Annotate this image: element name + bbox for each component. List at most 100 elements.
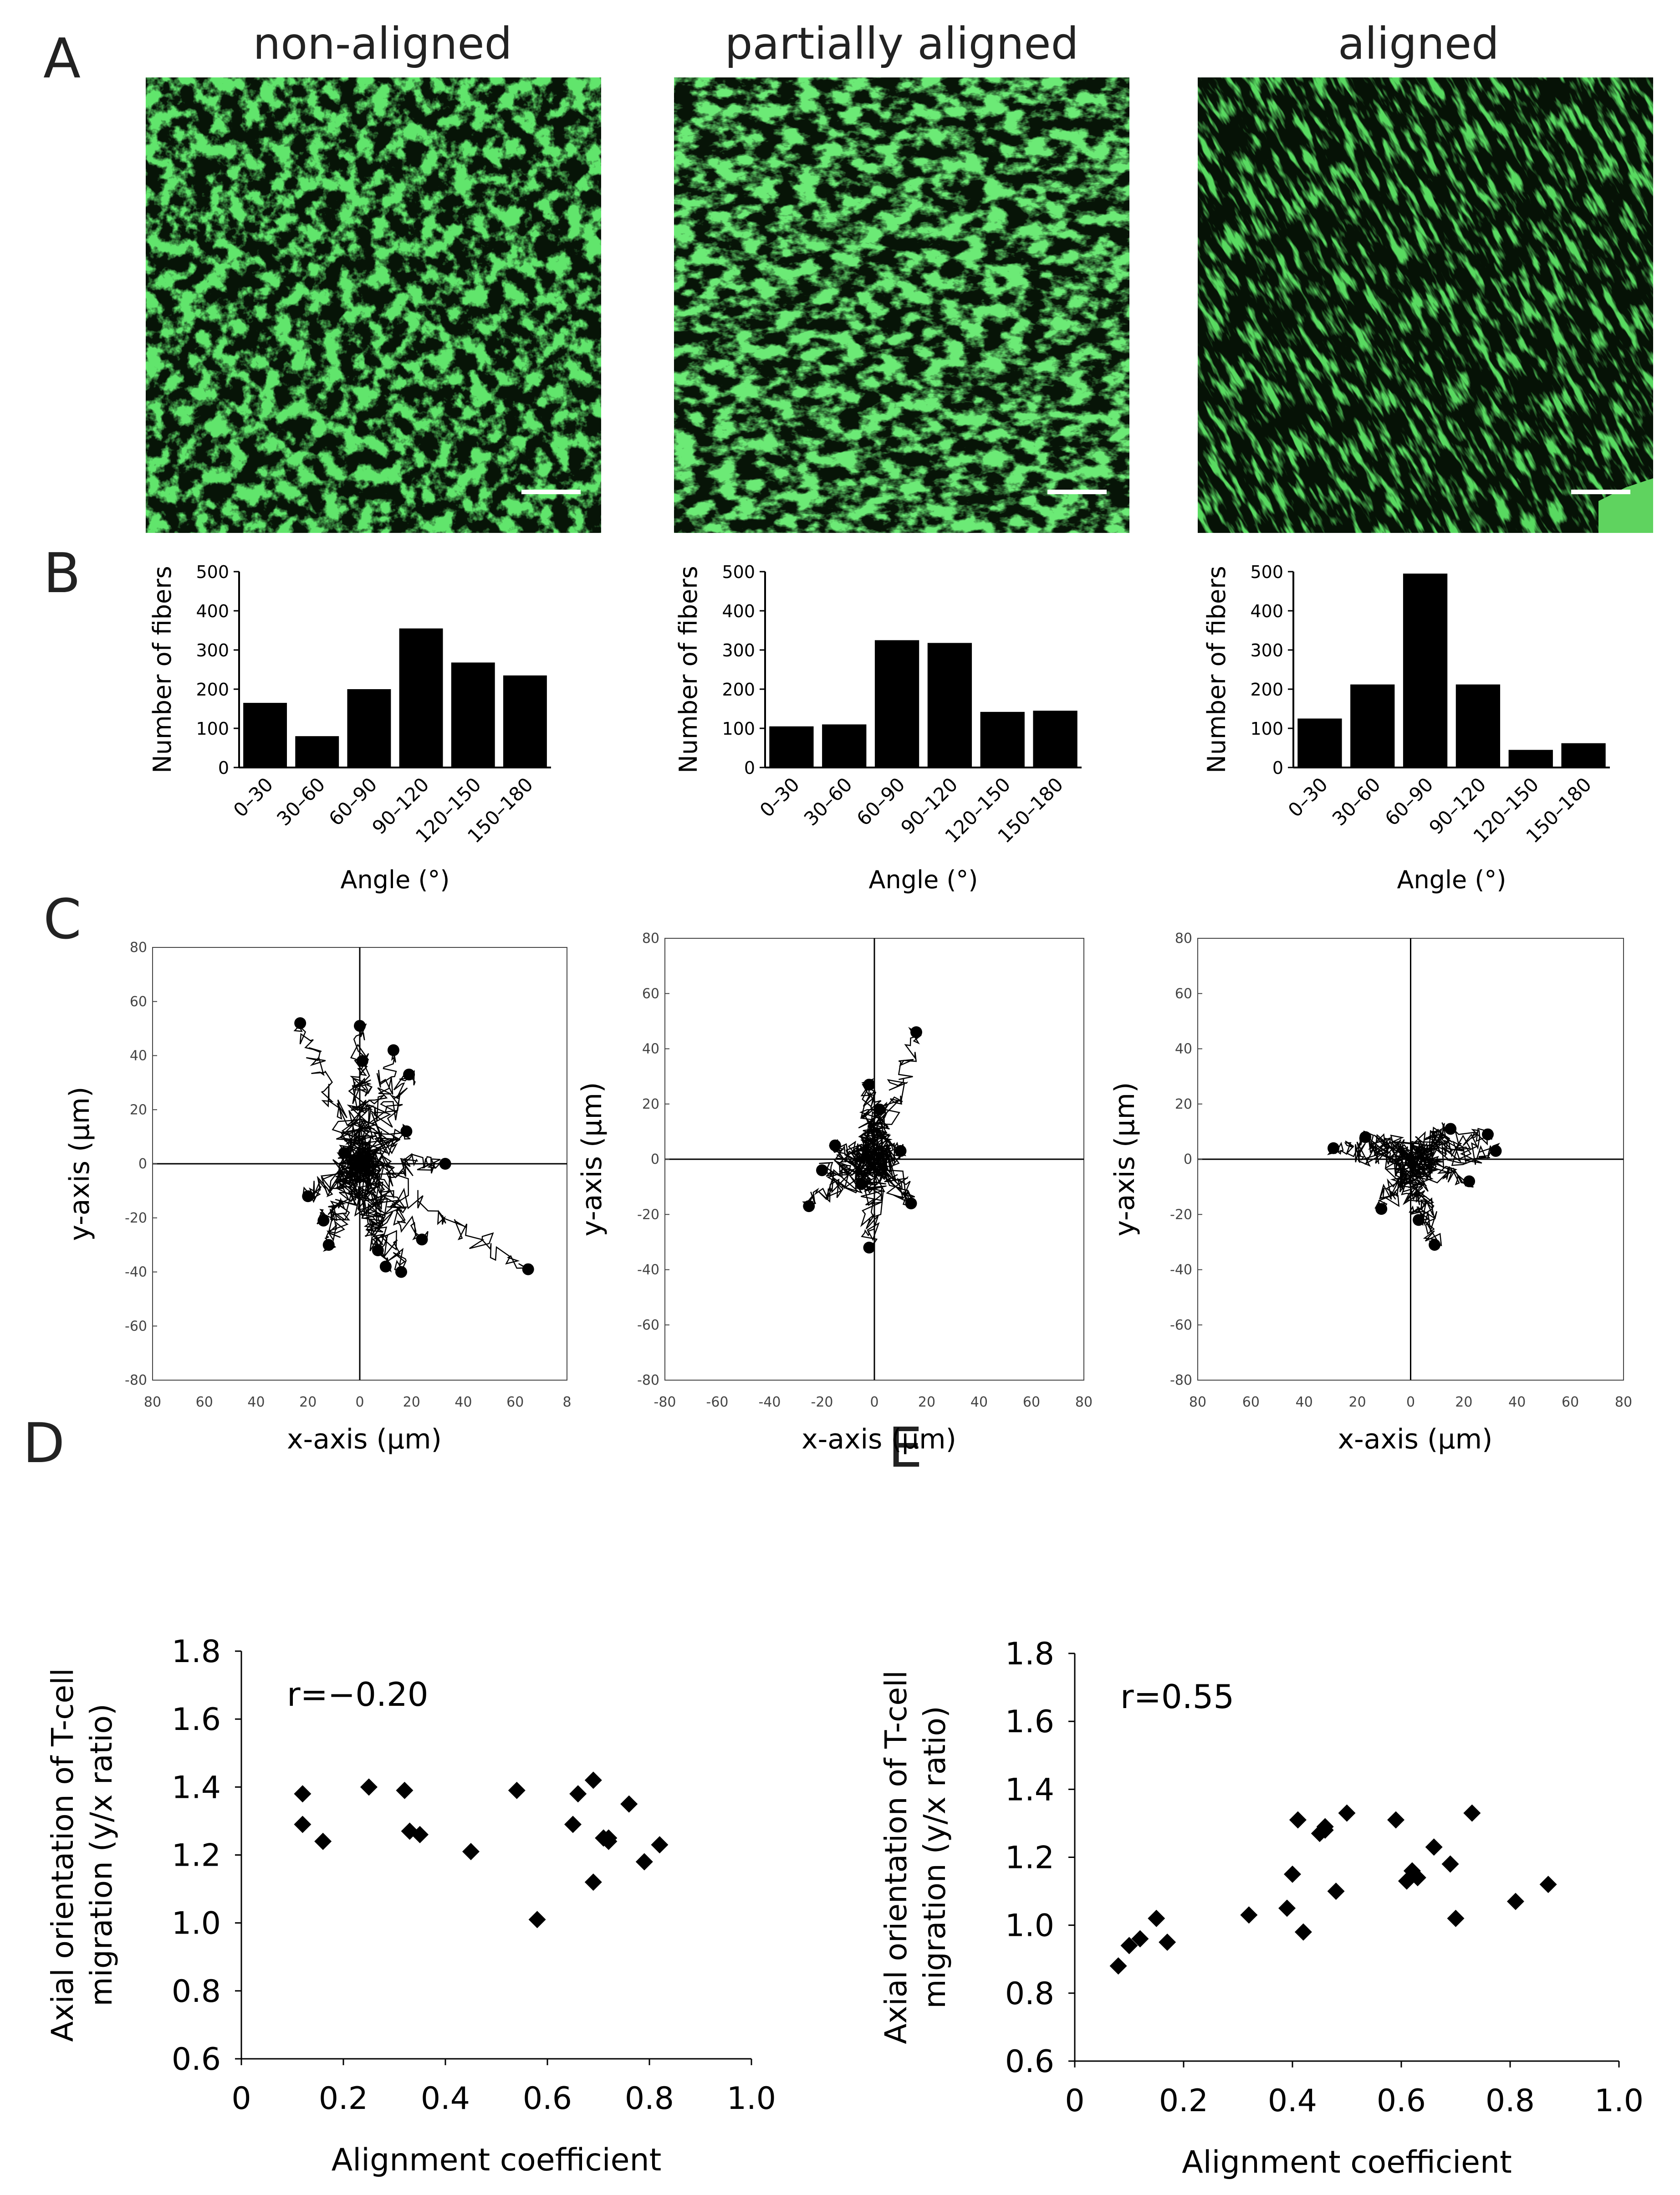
y-tick-label: 0	[1184, 1151, 1192, 1167]
x-tick-label: 20	[1349, 1394, 1366, 1410]
y-tick-label: 40	[1175, 1041, 1192, 1057]
x-tick-label: 30–60	[272, 773, 329, 830]
track-endpoint	[387, 1044, 399, 1056]
track-endpoint	[803, 1200, 815, 1213]
scatter-point	[1447, 1909, 1465, 1927]
y-axis-label: y-axis (µm)	[64, 1087, 96, 1241]
bar-chart-1: 01002003004005000–3030–6060–9090–120120–…	[674, 562, 1082, 894]
y-axis-label: y-axis (µm)	[576, 1082, 608, 1237]
bar	[769, 726, 814, 767]
y-tick-label: -20	[1170, 1207, 1192, 1223]
y-tick-label: 1.2	[172, 1838, 221, 1874]
x-tick-label: -80	[654, 1394, 676, 1410]
y-tick-label: 500	[722, 562, 755, 582]
x-tick-label: 80	[1189, 1394, 1206, 1410]
track-endpoint	[1490, 1145, 1502, 1157]
track-endpoint	[873, 1103, 886, 1115]
track-endpoint	[439, 1158, 451, 1170]
scatter-point	[294, 1785, 311, 1803]
y-tick-label: 0.8	[172, 1974, 221, 2010]
y-axis-label: Number of fibers	[674, 566, 703, 773]
x-tick-label: 0	[870, 1394, 878, 1410]
x-tick-label: -60	[706, 1394, 729, 1410]
cell-track	[359, 1155, 529, 1270]
x-tick-label: 60	[506, 1394, 524, 1410]
scatter-point	[1109, 1957, 1127, 1975]
x-tick-label: 0.8	[625, 2081, 674, 2117]
scatter-point	[1387, 1811, 1405, 1829]
y-tick-label: 80	[642, 931, 659, 947]
track-endpoint	[816, 1164, 828, 1177]
y-tick-label: 80	[130, 940, 147, 956]
condition-title-non-aligned: non-aligned	[253, 18, 512, 69]
y-tick-label: 1.8	[1005, 1636, 1054, 1672]
x-tick-label: 0	[1406, 1394, 1415, 1410]
y-tick-label: -80	[125, 1372, 147, 1388]
x-tick-label: 60	[196, 1394, 213, 1410]
x-axis-label: x-axis (µm)	[287, 1423, 442, 1455]
cell-track	[873, 1149, 915, 1207]
track-endpoint	[294, 1017, 306, 1029]
x-tick-label: 0.2	[1159, 2083, 1208, 2119]
scatter-plot-d: 0 0.2 0.4 0.6 0.8 1.0 0.6 0.8 1.0 1.2 1.4 1.6 1.8 r=−…	[45, 1634, 776, 2178]
scatter-point	[1289, 1811, 1307, 1829]
x-tick-label: 20	[299, 1394, 317, 1410]
y-tick-label: 1.0	[172, 1906, 221, 1942]
x-tick-label: 60	[1242, 1394, 1260, 1410]
y-tick-label: 40	[642, 1041, 659, 1057]
y-tick-label: 1.6	[172, 1702, 221, 1738]
y-tick-label: 60	[130, 994, 147, 1010]
cell-track	[858, 1027, 922, 1164]
track-endpoint	[1445, 1123, 1457, 1135]
x-tick-label: 40	[1508, 1394, 1526, 1410]
scatter-point	[314, 1832, 332, 1850]
cell-track	[1396, 1141, 1442, 1251]
panel-label-b: B	[43, 542, 81, 605]
track-endpoint	[1463, 1175, 1476, 1187]
y-tick-label: 20	[1175, 1096, 1192, 1112]
y-tick-label: 400	[196, 601, 229, 621]
y-tick-label: -20	[637, 1207, 659, 1223]
y-tick-label: 500	[196, 562, 229, 582]
x-tick-label: 60	[1023, 1394, 1040, 1410]
scatter-point	[620, 1795, 638, 1813]
scatter-point	[569, 1785, 587, 1803]
micrograph-aligned	[1198, 77, 1653, 533]
track-endpoint	[403, 1069, 415, 1081]
y-tick-label: 20	[642, 1096, 659, 1112]
y-tick-label: 80	[1175, 931, 1192, 947]
x-tick-label: 1.0	[1594, 2083, 1644, 2119]
x-tick-label: 40	[1296, 1394, 1313, 1410]
y-tick-label: 400	[722, 601, 755, 621]
x-tick-label: 20	[403, 1394, 420, 1410]
scatter-point	[1539, 1876, 1557, 1893]
bar	[347, 689, 391, 767]
scatter-point	[1441, 1855, 1459, 1873]
micrograph-non-aligned-texture	[146, 77, 601, 533]
cell-track	[1327, 1140, 1420, 1176]
y-tick-label: -80	[1170, 1372, 1192, 1388]
track-endpoint	[379, 1260, 392, 1273]
y-tick-label: 300	[196, 640, 229, 660]
scatter-point	[411, 1826, 429, 1843]
x-tick-label: 0–30	[756, 773, 804, 821]
x-tick-label: 80	[1075, 1394, 1093, 1410]
x-tick-label: -40	[759, 1394, 781, 1410]
x-axis-label: Angle (°)	[1397, 865, 1506, 894]
trajectory-plot-2: 80 60 40 20 0 20 40 60 80 -80 -60 -40 -20 0 20 40 60 80 x-…	[1109, 931, 1632, 1455]
micrograph-partially-aligned	[674, 77, 1129, 533]
y-tick-label: 1.2	[1005, 1840, 1054, 1876]
x-tick-label: 1.0	[727, 2081, 776, 2117]
condition-title-partially-aligned: partially aligned	[725, 18, 1079, 69]
scatter-point	[1148, 1909, 1165, 1927]
bar	[1561, 743, 1606, 767]
track-endpoint	[894, 1145, 907, 1157]
x-tick-label: 0	[1065, 2083, 1084, 2119]
y-tick-label: -40	[1170, 1262, 1192, 1278]
scatter-point	[1131, 1930, 1149, 1948]
x-tick-label: 60	[1562, 1394, 1579, 1410]
y-tick-label: 1.6	[1005, 1704, 1054, 1740]
x-tick-label: 0.2	[319, 2081, 368, 2117]
x-tick-label: 0.6	[1377, 2083, 1426, 2119]
